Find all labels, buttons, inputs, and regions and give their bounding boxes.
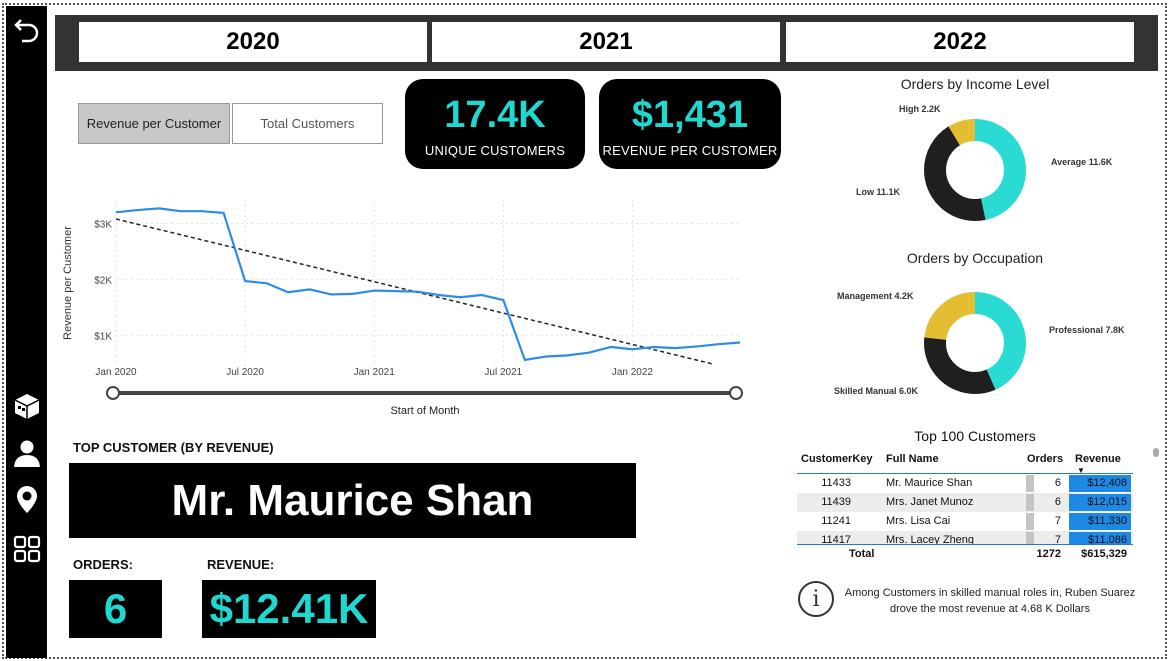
nav-rail (6, 6, 47, 658)
unique-customers-card: 17.4K UNIQUE CUSTOMERS (405, 79, 585, 169)
table-row[interactable]: 11417 Mrs. Lacey Zheng 7 $11,086 (797, 531, 1133, 544)
smart-narrative-text: Among Customers in skilled manual roles … (844, 587, 1136, 615)
slider-handle-end[interactable] (729, 386, 743, 400)
top-customer-title: TOP CUSTOMER (BY REVENUE) (73, 440, 274, 455)
occupation-donut-title: Orders by Occupation (906, 250, 1044, 266)
revenue-series-line (115, 207, 741, 362)
cell-full-name: Mrs. Lacey Zheng (886, 534, 975, 544)
donut-slice-low (924, 119, 1026, 221)
revenue-bar (1069, 475, 1131, 492)
y-tick-label: $3K (94, 219, 112, 230)
orders-bar (1026, 532, 1034, 544)
revenue-per-customer-label: REVENUE PER CUSTOMER (602, 143, 778, 158)
cell-orders: 6 (1054, 477, 1061, 489)
total-label: Total (849, 548, 875, 560)
back-icon[interactable] (12, 14, 42, 44)
y-axis-label: Revenue per Customer (62, 226, 74, 340)
table-row[interactable]: 11439 Mrs. Janet Munoz 6 $12,015 (797, 493, 1133, 512)
income-level-donut (924, 119, 1026, 221)
year-button-2020[interactable]: 2020 (79, 22, 427, 62)
orders-label: ORDERS: (73, 557, 133, 572)
header-full-name[interactable]: Full Name (886, 453, 939, 465)
x-tick-label: Jan 2020 (95, 367, 137, 378)
cell-customerkey: 11241 (821, 515, 851, 527)
scrollbar-thumb[interactable] (1153, 448, 1159, 457)
donut-slice-skilled-manual (924, 292, 1026, 394)
cell-full-name: Mrs. Lisa Cai (886, 515, 951, 527)
revenue-label: REVENUE: (207, 557, 275, 572)
donut-slice-high (924, 119, 1026, 221)
revenue-per-customer-toggle[interactable]: Revenue per Customer (78, 103, 230, 144)
table-header-row: CustomerKey Full Name Orders Revenue ▼ (797, 450, 1133, 475)
dashboard-grid-icon[interactable] (12, 534, 42, 564)
table-total-row: Total 1272 $615,329 (797, 544, 1133, 564)
cell-orders: 6 (1054, 496, 1061, 508)
cell-customerkey: 11439 (821, 496, 851, 508)
y-tick-label: $1K (94, 331, 112, 342)
info-icon: i (798, 581, 834, 617)
top-customers-table: CustomerKey Full Name Orders Revenue ▼ 1… (797, 450, 1133, 564)
top-customers-table-title: Top 100 Customers (914, 428, 1036, 444)
x-tick-label: Jul 2021 (484, 367, 522, 378)
occupation-skilled-manual-label: Skilled Manual 6.0K (834, 386, 919, 396)
table-body: 11433 Mr. Maurice Shan 6 $12,408 11439 M… (797, 474, 1133, 544)
revenue-per-customer-card: $1,431 REVENUE PER CUSTOMER (599, 79, 781, 169)
top-customer-name: Mr. Maurice Shan (69, 463, 636, 538)
unique-customers-value: 17.4K (444, 94, 546, 136)
cell-revenue: $11,086 (1088, 534, 1127, 544)
donut-slice-management (924, 292, 1026, 394)
table-row[interactable]: 11433 Mr. Maurice Shan 6 $12,408 (797, 474, 1133, 493)
product-box-icon[interactable] (12, 391, 42, 421)
occupation-professional-label: Professional 7.8K (1049, 325, 1125, 335)
x-tick-label: Jul 2020 (226, 367, 264, 378)
top-customer-orders: 6 (69, 580, 162, 638)
revenue-bar (1069, 513, 1131, 530)
total-revenue: $615,329 (1081, 548, 1127, 560)
cell-orders: 7 (1054, 515, 1061, 527)
cell-full-name: Mrs. Janet Munoz (886, 496, 974, 508)
orders-bar (1026, 475, 1034, 492)
total-customers-toggle[interactable]: Total Customers (232, 103, 383, 144)
x-tick-label: Jan 2021 (354, 367, 396, 378)
table-row[interactable]: 11241 Mrs. Lisa Cai 7 $11,330 (797, 512, 1133, 531)
revenue-bar (1069, 494, 1131, 511)
occupation-donut (924, 292, 1026, 394)
income-low-label: Low 11.1K (856, 187, 901, 197)
cell-customerkey: 11433 (821, 477, 851, 489)
orders-bar (1026, 494, 1034, 511)
location-pin-icon[interactable] (12, 484, 42, 514)
year-slicer: 2020 2021 2022 (55, 15, 1158, 71)
trendline (115, 218, 715, 366)
sort-desc-icon: ▼ (1077, 466, 1085, 475)
top-customer-revenue: $12.41K (202, 580, 376, 638)
cell-orders: 7 (1054, 534, 1061, 544)
cell-customerkey: 11417 (821, 534, 851, 544)
y-tick-label: $2K (94, 275, 112, 286)
total-orders: 1272 (1036, 548, 1061, 560)
year-button-2022[interactable]: 2022 (786, 22, 1134, 62)
report-frame (2, 3, 1167, 659)
revenue-per-customer-chart: $1K $2K $3K Jan 2020 Jul 2020 Jan 2021 Jul 202… (62, 200, 743, 417)
unique-customers-label: UNIQUE CUSTOMERS (424, 143, 566, 158)
cell-revenue: $12,015 (1087, 496, 1127, 508)
header-orders[interactable]: Orders (1027, 453, 1064, 465)
orders-bar (1026, 513, 1034, 530)
occupation-management-label: Management 4.2K (837, 291, 914, 301)
x-axis-label: Start of Month (390, 405, 459, 417)
slider-handle-start[interactable] (106, 386, 120, 400)
income-high-label: High 2.2K (899, 104, 941, 114)
header-customerkey[interactable]: CustomerKey (801, 453, 873, 465)
income-donut-title: Orders by Income Level (900, 76, 1050, 92)
year-button-2021[interactable]: 2021 (432, 22, 780, 62)
cell-revenue: $12,408 (1087, 477, 1127, 489)
income-average-label: Average 11.6K (1051, 157, 1113, 167)
revenue-bar (1069, 532, 1131, 544)
revenue-per-customer-value: $1,431 (631, 94, 749, 136)
cell-revenue: $11,330 (1088, 515, 1127, 527)
x-tick-label: Jan 2022 (612, 367, 654, 378)
header-revenue[interactable]: Revenue (1075, 453, 1121, 465)
customer-icon[interactable] (12, 438, 42, 468)
cell-full-name: Mr. Maurice Shan (886, 477, 973, 489)
